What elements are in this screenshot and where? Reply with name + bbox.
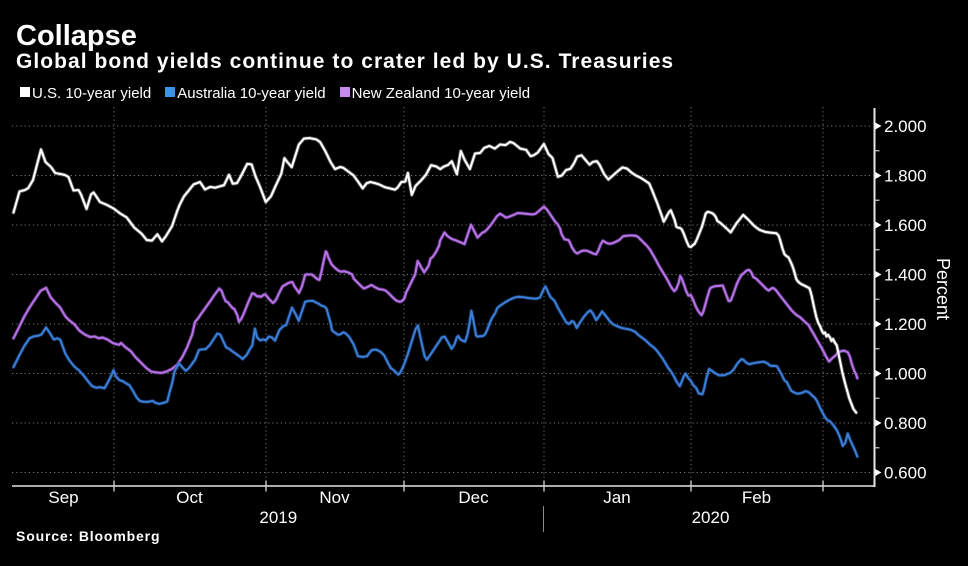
svg-text:1.000: 1.000 [884,364,927,383]
svg-text:1.400: 1.400 [884,265,927,284]
svg-text:Nov: Nov [319,488,350,507]
svg-text:Oct: Oct [176,488,203,507]
svg-text:0.600: 0.600 [884,463,927,482]
svg-text:1.600: 1.600 [884,216,927,235]
svg-text:Sep: Sep [48,488,78,507]
svg-text:1.200: 1.200 [884,315,927,334]
svg-text:Jan: Jan [603,488,630,507]
svg-text:2.000: 2.000 [884,117,927,136]
svg-text:2020: 2020 [692,508,730,527]
svg-text:1.800: 1.800 [884,166,927,185]
svg-text:Dec: Dec [458,488,489,507]
svg-text:0.800: 0.800 [884,414,927,433]
svg-text:2019: 2019 [259,508,297,527]
svg-text:Feb: Feb [742,488,771,507]
svg-text:Percent: Percent [933,258,953,320]
